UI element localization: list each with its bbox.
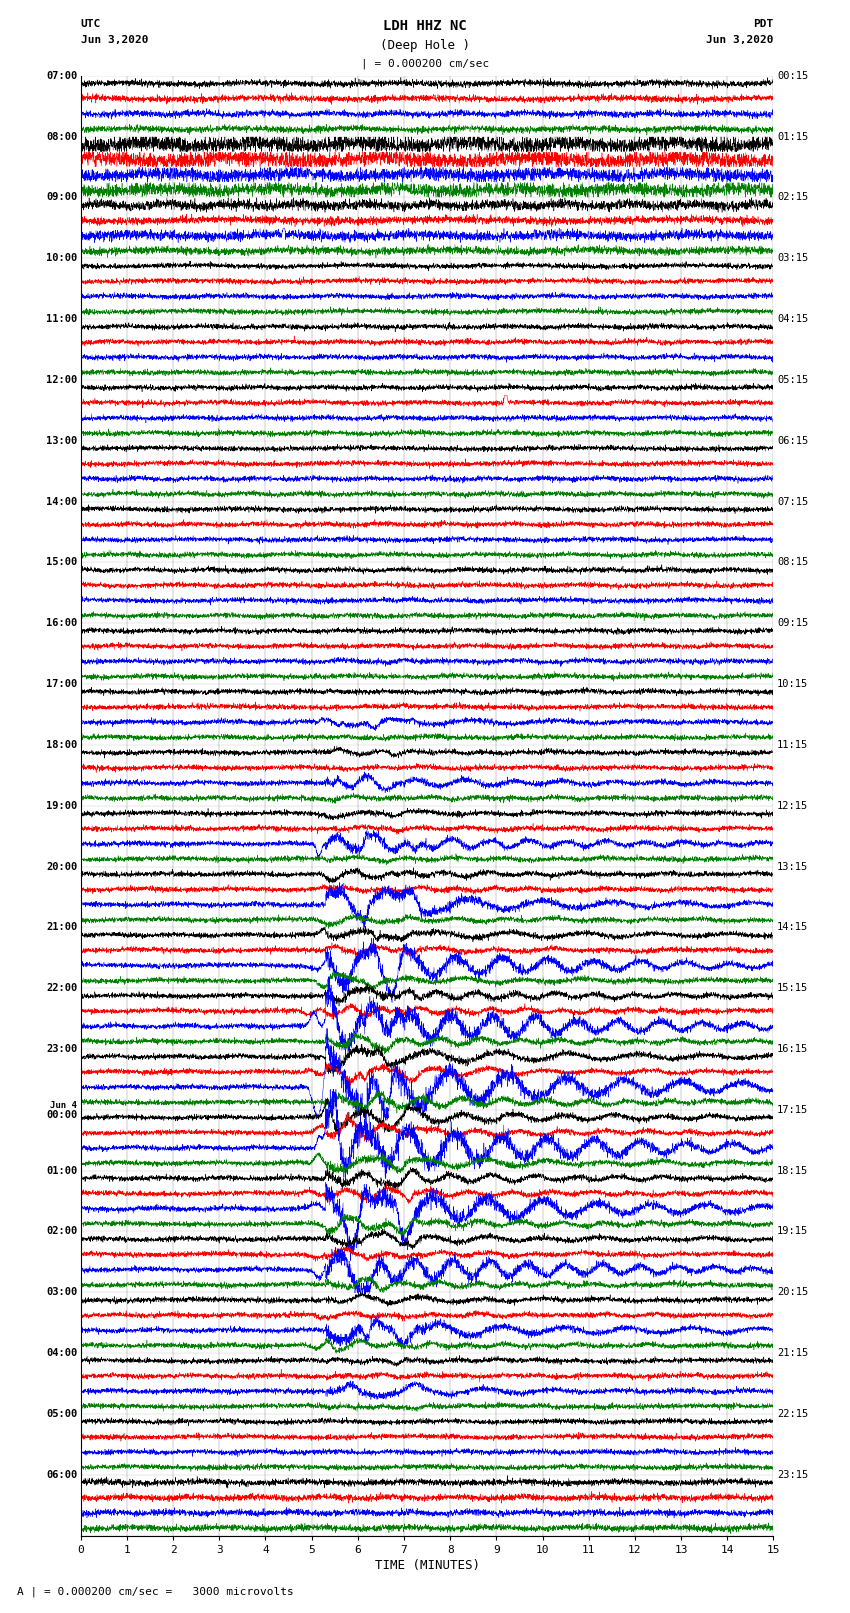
Text: 16:00: 16:00 [46, 618, 77, 627]
Text: 05:00: 05:00 [46, 1408, 77, 1419]
Text: 19:15: 19:15 [777, 1226, 808, 1237]
Text: Jun 3,2020: Jun 3,2020 [706, 35, 774, 45]
Text: 03:15: 03:15 [777, 253, 808, 263]
Text: 10:00: 10:00 [46, 253, 77, 263]
Text: 01:00: 01:00 [46, 1166, 77, 1176]
Text: 23:15: 23:15 [777, 1469, 808, 1479]
Text: UTC: UTC [81, 19, 101, 29]
Text: 04:00: 04:00 [46, 1348, 77, 1358]
Text: 14:00: 14:00 [46, 497, 77, 506]
Text: 15:15: 15:15 [777, 984, 808, 994]
Text: | = 0.000200 cm/sec: | = 0.000200 cm/sec [361, 58, 489, 69]
Text: 07:00: 07:00 [46, 71, 77, 81]
Text: 12:00: 12:00 [46, 374, 77, 386]
Text: 20:15: 20:15 [777, 1287, 808, 1297]
Text: 23:00: 23:00 [46, 1044, 77, 1053]
Text: 09:00: 09:00 [46, 192, 77, 203]
Text: 08:15: 08:15 [777, 558, 808, 568]
Text: 08:00: 08:00 [46, 132, 77, 142]
Text: 07:15: 07:15 [777, 497, 808, 506]
Text: 04:15: 04:15 [777, 315, 808, 324]
Text: 12:15: 12:15 [777, 800, 808, 811]
Text: 01:15: 01:15 [777, 132, 808, 142]
Text: 14:15: 14:15 [777, 923, 808, 932]
Text: 19:00: 19:00 [46, 800, 77, 811]
Text: PDT: PDT [753, 19, 774, 29]
Text: 00:15: 00:15 [777, 71, 808, 81]
Text: Jun 4: Jun 4 [50, 1100, 77, 1110]
Text: 20:00: 20:00 [46, 861, 77, 871]
Text: 16:15: 16:15 [777, 1044, 808, 1053]
Text: 09:15: 09:15 [777, 618, 808, 627]
Text: 00:00: 00:00 [46, 1110, 77, 1119]
Text: 21:15: 21:15 [777, 1348, 808, 1358]
Text: 11:15: 11:15 [777, 740, 808, 750]
Text: 22:15: 22:15 [777, 1408, 808, 1419]
Text: 18:00: 18:00 [46, 740, 77, 750]
Text: 22:00: 22:00 [46, 984, 77, 994]
Text: 13:00: 13:00 [46, 436, 77, 445]
Text: 03:00: 03:00 [46, 1287, 77, 1297]
Text: A | = 0.000200 cm/sec =   3000 microvolts: A | = 0.000200 cm/sec = 3000 microvolts [17, 1587, 294, 1597]
Text: Jun 3,2020: Jun 3,2020 [81, 35, 148, 45]
Text: LDH HHZ NC: LDH HHZ NC [383, 19, 467, 34]
Text: 06:15: 06:15 [777, 436, 808, 445]
Text: 17:15: 17:15 [777, 1105, 808, 1115]
Text: 13:15: 13:15 [777, 861, 808, 871]
Text: 21:00: 21:00 [46, 923, 77, 932]
Text: 05:15: 05:15 [777, 374, 808, 386]
Text: 02:15: 02:15 [777, 192, 808, 203]
Text: 02:00: 02:00 [46, 1226, 77, 1237]
Text: 10:15: 10:15 [777, 679, 808, 689]
Text: 11:00: 11:00 [46, 315, 77, 324]
Text: 06:00: 06:00 [46, 1469, 77, 1479]
Text: 15:00: 15:00 [46, 558, 77, 568]
X-axis label: TIME (MINUTES): TIME (MINUTES) [375, 1558, 479, 1571]
Text: 18:15: 18:15 [777, 1166, 808, 1176]
Text: (Deep Hole ): (Deep Hole ) [380, 39, 470, 52]
Text: 17:00: 17:00 [46, 679, 77, 689]
